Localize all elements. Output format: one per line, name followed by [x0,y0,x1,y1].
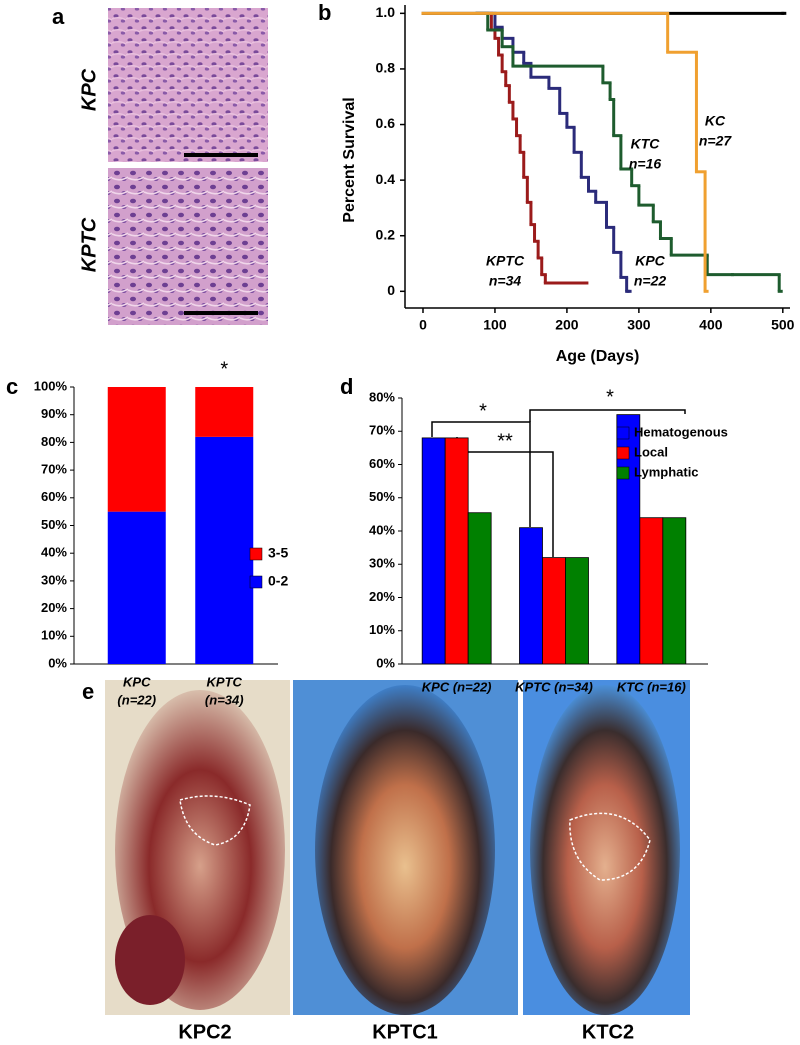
bar [639,517,664,665]
bar [467,512,492,665]
photo-detail [115,915,185,1005]
y-tick-label: 20% [369,589,395,604]
x-tick-label: 500 [771,317,795,333]
legend-swatch [616,446,630,460]
x-tick-label: KPC [123,674,151,689]
y-tick-label: 60% [41,489,67,504]
y-tick-label: 0.6 [376,115,396,131]
y-tick-label: 10% [369,622,395,637]
x-tick-label: KPTC (n=34) [515,679,593,694]
y-tick-label: 0.2 [376,226,396,242]
legend-label: 3-5 [268,545,288,561]
significance-bracket [529,409,686,422]
x-tick-label: 0 [419,317,427,333]
y-tick-label: 10% [41,628,67,643]
bar [421,437,446,665]
y-tick-label: 0% [376,655,395,670]
y-tick-label: 70% [369,423,395,438]
photo-label: KTC2 [582,1021,634,1043]
significance-mark: * [479,400,487,422]
x-tick-label: KTC (n=16) [617,679,686,694]
bar [662,517,687,665]
histology-image [108,168,268,325]
legend-label: Lymphatic [634,464,699,479]
x-tick-label: 400 [699,317,723,333]
y-tick-label: 50% [369,489,395,504]
photo-outline [179,795,251,846]
y-axis-label: Percent Survival [341,97,358,222]
panel-letter: d [340,374,353,399]
panel-letter: b [318,0,331,25]
y-tick-label: 50% [41,517,67,532]
y-tick-label: 100% [34,378,68,393]
x-axis-label: Age (Days) [556,348,640,365]
histology-label: KPC [78,68,100,111]
legend-swatch [249,547,263,561]
legend-label: 0-2 [268,573,288,589]
y-tick-label: 40% [41,545,67,560]
curve-label: KC [705,113,726,129]
y-tick-label: 80% [41,434,67,449]
histology-image [108,8,268,162]
curve-label: KPC [635,253,665,269]
histology-label: KPTC [78,217,100,272]
curve-count: n=16 [629,156,662,172]
x-tick-label: KPTC [207,674,243,689]
y-tick-label: 0.4 [376,171,396,187]
curve-count: n=27 [699,133,733,149]
bar-segment [107,511,166,664]
y-tick-label: 30% [369,556,395,571]
x-tick-label: 100 [483,317,507,333]
bar [519,527,543,665]
y-tick-label: 20% [41,600,67,615]
bar [565,557,589,665]
significance-mark: * [606,386,614,408]
x-tick-note: (n=22) [117,692,156,707]
photo-label: KPTC1 [372,1021,438,1043]
y-tick-label: 60% [369,456,395,471]
photo-outline [569,812,651,881]
bar [542,557,566,665]
x-tick-note: (n=34) [205,692,244,707]
curve-label: KTC [631,136,661,152]
x-tick-label: KPC (n=22) [422,679,492,694]
y-tick-label: 0 [387,282,395,298]
significance-bracket [431,421,531,527]
bar-segment [195,436,254,664]
panel-letter: c [6,374,18,399]
x-tick-label: 200 [555,317,579,333]
legend-swatch [616,466,630,480]
y-tick-label: 90% [41,406,67,421]
panel-letter: e [82,679,94,704]
y-tick-label: 40% [369,522,395,537]
bar [444,437,469,665]
bar-segment [107,387,166,512]
significance-mark: ** [497,430,513,452]
curve-label: KPTC [486,253,525,269]
photo-label: KPC2 [178,1021,231,1043]
legend-label: Local [634,444,668,459]
y-tick-label: 1.0 [376,4,396,20]
legend-swatch [616,426,630,440]
bar-segment [195,387,254,437]
curve-count: n=22 [634,273,667,289]
y-tick-label: 70% [41,462,67,477]
curve-count: n=34 [489,273,522,289]
x-tick-label: 300 [627,317,651,333]
y-tick-label: 80% [369,389,395,404]
photo-detail [530,685,680,1015]
y-tick-label: 0.8 [376,60,396,76]
panel-letter: a [52,4,65,29]
legend-label: Hematogenous [634,424,728,439]
legend-swatch [249,575,263,589]
photo-detail [315,685,495,1015]
y-tick-label: 0% [48,655,67,670]
y-tick-label: 30% [41,572,67,587]
annotation: * [220,358,228,380]
